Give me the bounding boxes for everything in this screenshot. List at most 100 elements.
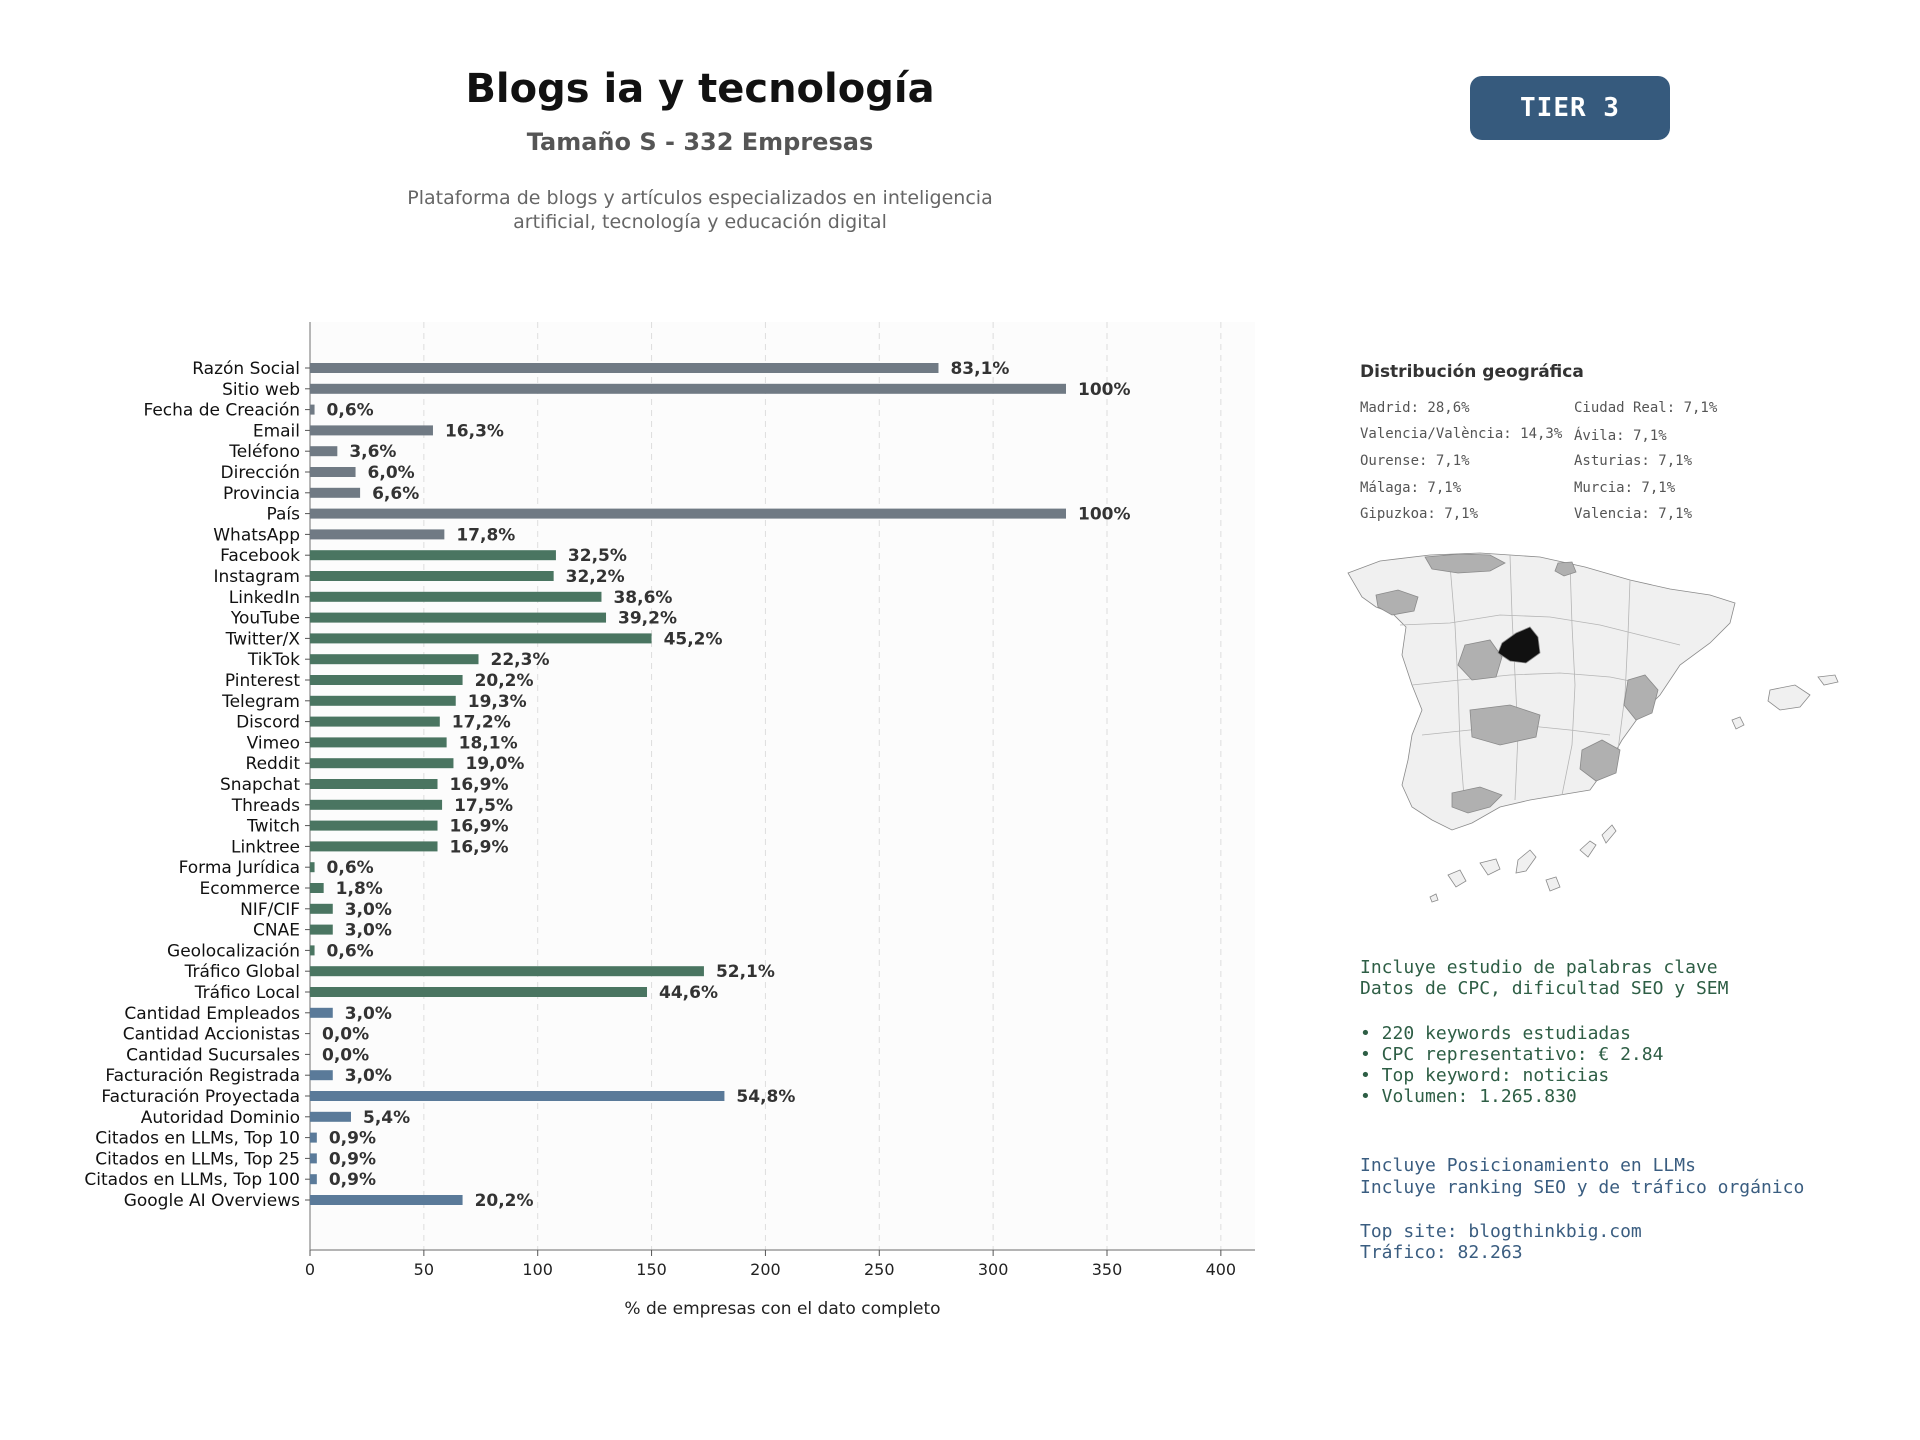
map-avila: [1457, 639, 1503, 681]
y-tick-label-cantidad-sucursales: Cantidad Sucursales: [126, 1045, 300, 1065]
x-tick-label-150: 150: [636, 1260, 667, 1279]
bar-fecha-de-creacion: [310, 404, 315, 415]
y-tick-label-cantidad-accionistas: Cantidad Accionistas: [123, 1025, 300, 1045]
geo-item-malaga: Málaga: 7,1%: [1360, 480, 1462, 496]
keywords-bullet-volume: • Volumen: 1.265.830: [1360, 1086, 1577, 1107]
bar-facebook: [310, 550, 556, 561]
y-tick-label-tiktok: TikTok: [247, 650, 300, 670]
bar-citados-en-llms-top-100: [310, 1174, 317, 1185]
y-tick-label-nif-cif: NIF/CIF: [240, 900, 300, 920]
bar-pinterest: [310, 675, 463, 685]
map-mallorca: [1767, 684, 1811, 711]
data-label-threads: 17,5%: [454, 796, 513, 816]
data-label-geolocalizacion: 0,6%: [327, 941, 374, 961]
bar-whatsapp: [310, 529, 445, 540]
y-tick-label-telefono: Teléfono: [228, 442, 300, 462]
y-tick-label-discord: Discord: [236, 713, 300, 733]
bar-razon-social: [310, 363, 939, 373]
map-malaga: [1451, 786, 1503, 814]
page-description: Plataforma de blogs y artículos especial…: [300, 186, 1100, 234]
x-tick-label-300: 300: [978, 1260, 1009, 1279]
y-tick-label-snapchat: Snapchat: [220, 775, 300, 795]
map-asturias: [1424, 553, 1506, 574]
bar-linktree: [310, 841, 438, 852]
bar-twitter-x: [310, 633, 652, 644]
bar-reddit: [310, 758, 454, 769]
y-tick-label-ecommerce: Ecommerce: [200, 879, 301, 899]
y-tick-label-cantidad-empleados: Cantidad Empleados: [124, 1004, 300, 1024]
data-label-forma-juridica: 0,6%: [327, 858, 374, 878]
y-tick-label-geolocalizacion: Geolocalización: [167, 941, 300, 961]
y-tick-label-telegram: Telegram: [221, 692, 300, 712]
y-tick-label-facturacion-proyectada: Facturación Proyectada: [101, 1087, 300, 1107]
data-label-twitter-x: 45,2%: [664, 629, 723, 649]
map-valencia-valencia: [1623, 674, 1659, 721]
data-label-instagram: 32,2%: [566, 567, 625, 587]
data-label-trafico-global: 52,1%: [716, 962, 775, 982]
data-label-twitch: 16,9%: [450, 817, 509, 837]
keywords-bullet-top: • Top keyword: noticias: [1360, 1065, 1610, 1086]
llm-traffic: Tráfico: 82.263: [1360, 1242, 1523, 1263]
y-tick-label-autoridad-dominio: Autoridad Dominio: [141, 1108, 300, 1128]
data-label-ecommerce: 1,8%: [336, 879, 383, 899]
y-tick-label-pais: País: [267, 505, 301, 525]
bar-geolocalizacion: [310, 945, 315, 956]
data-label-citados-en-llms-top-10: 0,9%: [329, 1129, 376, 1149]
data-label-trafico-local: 44,6%: [659, 983, 718, 1003]
y-tick-label-forma-juridica: Forma Jurídica: [179, 858, 300, 878]
bar-tiktok: [310, 654, 479, 665]
data-label-facebook: 32,5%: [568, 546, 627, 566]
y-tick-label-vimeo: Vimeo: [247, 733, 300, 753]
bar-citados-en-llms-top-25: [310, 1153, 317, 1164]
tier-badge: TIER 3: [1470, 76, 1670, 140]
llm-line-2: Incluye ranking SEO y de tráfico orgánic…: [1360, 1177, 1805, 1198]
map-canarias-3: [1515, 849, 1537, 874]
y-tick-label-trafico-global: Tráfico Global: [184, 962, 300, 982]
data-label-facturacion-registrada: 3,0%: [345, 1066, 392, 1086]
x-tick-label-0: 0: [305, 1260, 315, 1279]
bar-ecommerce: [310, 883, 324, 893]
x-tick-label-200: 200: [750, 1260, 781, 1279]
y-tick-label-citados-en-llms-top-25: Citados en LLMs, Top 25: [95, 1149, 300, 1169]
bar-cantidad-empleados: [310, 1007, 333, 1018]
data-label-vimeo: 18,1%: [459, 733, 518, 753]
geo-item-ourense: Ourense: 7,1%: [1360, 453, 1470, 469]
bar-facturacion-registrada: [310, 1070, 333, 1081]
bar-youtube: [310, 612, 607, 623]
page-title: Blogs ia y tecnología: [465, 66, 935, 112]
y-tick-label-direccion: Dirección: [221, 463, 300, 483]
bar-google-ai-overviews: [310, 1195, 463, 1205]
data-label-citados-en-llms-top-100: 0,9%: [329, 1170, 376, 1190]
bar-sitio-web: [310, 383, 1066, 394]
keywords-bullet-cpc: • CPC representativo: € 2.84: [1360, 1044, 1664, 1065]
y-tick-label-razon-social: Razón Social: [192, 359, 300, 379]
data-label-youtube: 39,2%: [618, 609, 677, 629]
data-label-discord: 17,2%: [452, 713, 511, 733]
bar-trafico-local: [310, 987, 648, 997]
x-tick-label-50: 50: [414, 1260, 434, 1279]
data-label-razon-social: 83,1%: [950, 359, 1009, 379]
y-tick-label-linkedin: LinkedIn: [229, 588, 300, 608]
llm-top-site: Top site: blogthinkbig.com: [1360, 1221, 1642, 1242]
y-tick-label-linktree: Linktree: [231, 837, 300, 857]
map-canarias-4: [1545, 876, 1561, 892]
data-label-telegram: 19,3%: [468, 692, 527, 712]
y-tick-label-google-ai-overviews: Google AI Overviews: [124, 1191, 300, 1211]
bar-telegram: [310, 695, 456, 706]
y-tick-label-pinterest: Pinterest: [225, 671, 300, 691]
geo-title: Distribución geográfica: [1360, 362, 1584, 382]
y-tick-label-reddit: Reddit: [246, 754, 301, 774]
y-tick-label-trafico-local: Tráfico Local: [194, 983, 300, 1003]
geo-item-ciudad-real: Ciudad Real: 7,1%: [1574, 400, 1718, 416]
data-label-linktree: 16,9%: [450, 837, 509, 857]
y-tick-label-twitch: Twitch: [246, 817, 300, 837]
y-tick-label-facturacion-registrada: Facturación Registrada: [105, 1066, 300, 1086]
description-line-2: artificial, tecnología y educación digit…: [513, 211, 887, 233]
data-label-facturacion-proyectada: 54,8%: [736, 1087, 795, 1107]
bar-direccion: [310, 467, 356, 477]
y-tick-label-facebook: Facebook: [220, 546, 300, 566]
geo-item-asturias: Asturias: 7,1%: [1574, 453, 1693, 469]
bar-autoridad-dominio: [310, 1111, 351, 1122]
data-label-cnae: 3,0%: [345, 921, 392, 941]
map-ciudad-real: [1469, 704, 1541, 746]
